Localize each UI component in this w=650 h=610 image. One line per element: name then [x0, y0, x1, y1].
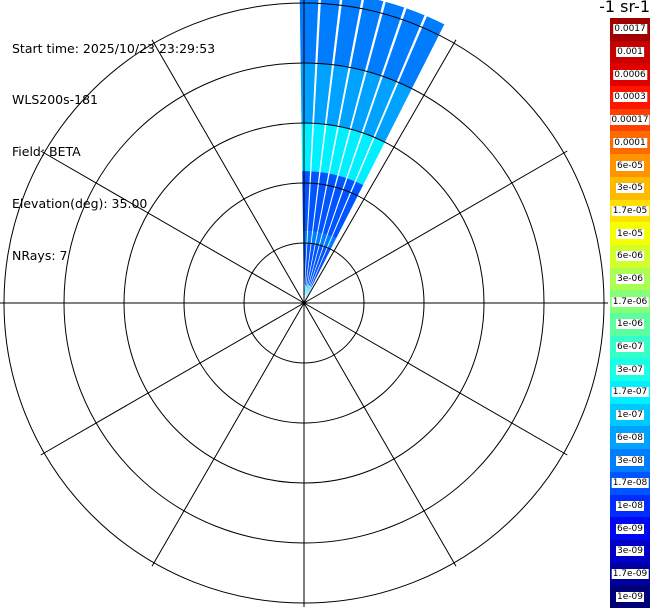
azimuth-spoke — [151, 302, 305, 567]
beam-separator — [303, 0, 363, 304]
colorbar-tick-label: 1e-05 — [616, 228, 644, 239]
beam-gate — [308, 171, 320, 232]
colorbar-tick-label: 1.7e-09 — [611, 568, 649, 579]
beam-gate — [356, 137, 386, 186]
beam-gate — [363, 76, 398, 138]
colorbar-tick-label: 0.0001 — [613, 137, 647, 148]
beam-gate — [338, 67, 366, 129]
beam-gate — [382, 8, 425, 82]
beam-gate — [311, 247, 332, 287]
beam-gate — [307, 244, 320, 286]
beam-gate — [366, 1, 405, 76]
colorbar-tick-label: 0.00017 — [610, 115, 650, 126]
beam-gate — [317, 173, 338, 234]
colorbar-tick-label: 6e-05 — [616, 160, 644, 171]
azimuth-spoke — [303, 302, 457, 567]
colorbar-tick-label: 6e-09 — [616, 523, 644, 534]
azimuth-spoke — [151, 39, 305, 304]
ppi-plot — [0, 0, 608, 607]
beam-gate — [322, 175, 347, 235]
beam-gate — [338, 129, 363, 179]
beam-gate — [317, 0, 341, 65]
info-panel: Start time: 2025/10/23 23:29:53 WLS200s-… — [12, 5, 215, 282]
beam-gate — [327, 236, 337, 250]
colorbar-tick-label: 3e-09 — [616, 546, 644, 557]
colorbar-tick-label: 1e-06 — [616, 319, 644, 330]
beam-rays — [299, 0, 446, 304]
beam-gate — [351, 71, 382, 133]
azimuth-spoke — [303, 39, 457, 304]
beam-separator — [303, 0, 320, 304]
colorbar-tick-label: 1.7e-08 — [611, 478, 649, 489]
colorbar-tick-label: 6e-08 — [616, 432, 644, 443]
colorbar: 0.0017 0.001 0.0006 0.0003 0.00017 0.0001 6e-0… — [610, 18, 650, 609]
colorbar-tick-label: 1.7e-06 — [611, 296, 649, 307]
colorbar-units-label: m-1 sr-1 — [600, 0, 650, 16]
colorbar-tick-label: 3e-05 — [616, 183, 644, 194]
beam-gate — [299, 0, 319, 64]
azimuth-spoke — [40, 302, 305, 456]
beam-gate — [320, 124, 338, 174]
colorbar-tick-label: 0.0017 — [613, 24, 647, 35]
beam-gate — [311, 123, 326, 172]
colorbar-tick-label: 1e-07 — [616, 410, 644, 421]
azimuth-spoke — [303, 302, 568, 456]
colorbar-tick-label: 3e-08 — [616, 455, 644, 466]
beam-gate — [329, 126, 350, 176]
instrument-text: WLS200s-181 — [12, 92, 98, 108]
beam-gate — [374, 82, 413, 143]
colorbar-tick-label: 6e-06 — [616, 251, 644, 262]
range-rings — [0, 0, 608, 607]
beam-gate — [315, 232, 323, 245]
colorbar-tick-label: 1.7e-05 — [611, 205, 649, 216]
azimuth-spoke — [303, 150, 568, 304]
beam-gate — [332, 181, 364, 239]
beam-separator — [303, 0, 341, 304]
colorbar-tick-label: 0.0003 — [613, 92, 647, 103]
beam-separator — [303, 24, 446, 304]
colorbar-tick-label: 3e-07 — [616, 364, 644, 375]
start-time-text: Start time: 2025/10/23 23:29:53 — [12, 40, 216, 56]
azimuth-spoke — [40, 150, 305, 304]
beam-gate — [350, 0, 384, 71]
colorbar-tick-label: 0.0006 — [613, 69, 647, 80]
colorbar-tick-label: 6e-07 — [616, 342, 644, 353]
beam-gate — [314, 63, 333, 125]
beam-separator — [303, 7, 405, 304]
colorbar-tick-label: 1.7e-07 — [611, 387, 649, 398]
beam-gate — [323, 235, 332, 248]
beam-gate — [398, 16, 445, 89]
beam-gate — [309, 246, 328, 287]
colorbar-tick-label: 0.001 — [616, 47, 644, 58]
beam-separator — [303, 15, 426, 304]
nrays-text: NRays: 7 — [12, 248, 68, 264]
elevation-text: Elevation(deg): 35.00 — [12, 196, 148, 212]
colorbar-tick-label: 3e-06 — [616, 273, 644, 284]
beam-gate — [311, 231, 318, 245]
colorbar-tick-label: 1e-09 — [616, 591, 644, 602]
field-text: Field: BETA — [12, 144, 81, 160]
beam-gate — [347, 133, 374, 182]
beam-separator — [303, 1, 385, 304]
beam-gate — [334, 0, 362, 68]
beam-gate — [319, 233, 328, 247]
beam-gate — [313, 172, 329, 233]
colorbar-tick-label: 1e-08 — [616, 500, 644, 511]
beam-gate — [308, 245, 324, 286]
beam-gate — [327, 178, 356, 237]
beam-gate — [326, 64, 349, 127]
